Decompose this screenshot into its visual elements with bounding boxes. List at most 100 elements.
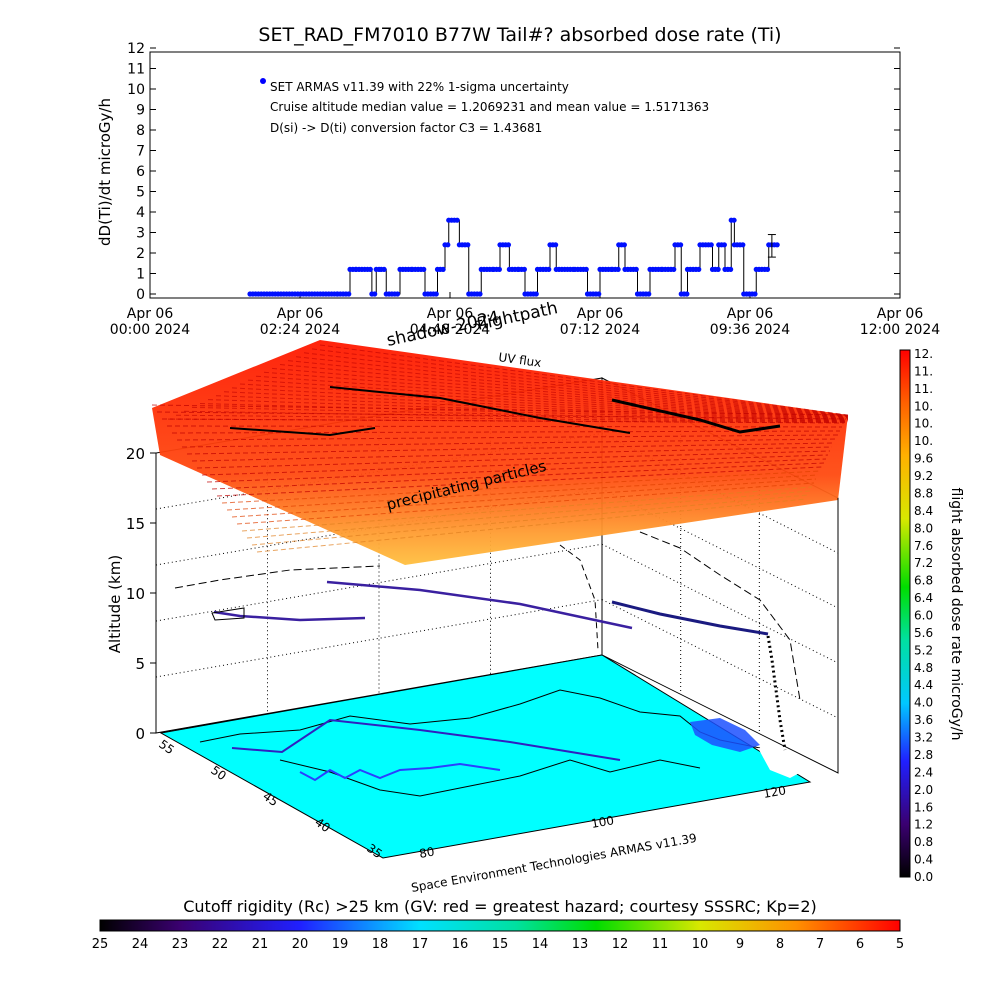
data-point (678, 242, 684, 248)
dose-colorbar-tick: 0.0 (914, 870, 933, 884)
sheet-hatch-line-top (247, 379, 849, 420)
sheet-hatch-line (171, 430, 841, 434)
data-point (731, 217, 737, 223)
x-tick-date: Apr 06 (727, 306, 774, 322)
data-point (381, 266, 387, 272)
x-tick-date: Apr 06 (877, 306, 924, 322)
flight-path-sheet-3 (611, 398, 781, 434)
dose-colorbar-tick: 8.4 (914, 504, 933, 518)
sheet-hatch-line-top (175, 414, 849, 423)
shadow-curve (559, 544, 599, 651)
data-point (721, 242, 727, 248)
lon-tick-label: 80 (418, 845, 435, 861)
sheet-hatch-line-top (263, 371, 849, 419)
ground-track (231, 718, 621, 761)
data-point (445, 242, 451, 248)
dose-colorbar-tick: 8.0 (914, 521, 933, 535)
dose-colorbar-tick: 6.8 (914, 574, 933, 588)
data-point (433, 291, 439, 297)
data-point (367, 266, 373, 272)
rigidity-colorbar-tick: 17 (412, 937, 429, 952)
sheet-hatch-line-top (279, 364, 849, 418)
data-point (496, 266, 502, 272)
z-tick-label: 5 (135, 655, 145, 673)
rigidity-colorbar-tick: 12 (612, 937, 629, 952)
rigidity-colorbar-tick: 16 (452, 937, 469, 952)
dose-colorbar-tick: 6.4 (914, 591, 933, 605)
x-tick-date: Apr 06 (427, 306, 474, 322)
y-tick-label: 7 (136, 144, 145, 160)
sheet-hatch-line (191, 446, 833, 462)
sheet-hatch-line (186, 442, 835, 455)
dose-colorbar-tick: 1.6 (914, 800, 933, 814)
data-point (421, 266, 427, 272)
y-tick-label: 4 (136, 205, 145, 221)
rigidity-colorbar-tick: 7 (816, 937, 824, 952)
sheet-hatch-line (226, 474, 819, 511)
x-tick-time: 00:00 2024 (110, 322, 191, 338)
sheet-hatch-line (211, 462, 825, 490)
rigidity-colorbar-tick: 18 (372, 937, 389, 952)
dose-colorbar-tick: 6.0 (914, 609, 933, 623)
sheet-hatch-line-top (215, 395, 849, 421)
data-point (546, 266, 552, 272)
lon-tick-label: 100 (590, 813, 615, 831)
x-tick-time: 04:48 2024 (410, 322, 491, 338)
rigidity-colorbar-tick: 24 (132, 937, 149, 952)
x-tick-time: 07:12 2024 (560, 322, 641, 338)
rigidity-colorbar-tick: 19 (332, 937, 349, 952)
legend-note-conversion: D(si) -> D(ti) conversion factor C3 = 1.… (270, 121, 542, 135)
legend-note-median: Cruise altitude median value = 1.2069231… (270, 100, 709, 114)
data-point (621, 242, 627, 248)
rigidity-colorbar-tick: 14 (532, 937, 549, 952)
sheet-hatch-line-top (167, 418, 849, 424)
top-chart-title: SET_RAD_FM7010 B77W Tail#? absorbed dose… (258, 24, 781, 46)
dose-colorbar-tick: 11. (914, 364, 933, 378)
sheet-hatch-line (176, 434, 839, 441)
3d-panel: shadow-2024 flightpath UV flux precipita… (106, 298, 849, 895)
dose-colorbar-tick: 4.0 (914, 696, 933, 710)
y-tick-label: 2 (136, 246, 145, 262)
rigidity-colorbar-ticks: 25 24 23 22 21 20 19 18 17 16 15 14 13 12 11 10 9 8 7 6 5 (92, 937, 904, 952)
data-point (596, 291, 602, 297)
dose-colorbar-tick: 0.4 (914, 853, 933, 867)
rigidity-colorbar-tick: 9 (736, 937, 744, 952)
dose-colorbar-tick: 7.6 (914, 539, 933, 553)
y-tick-label: 10 (127, 82, 145, 98)
sheet-hatch-line-top (319, 344, 849, 416)
data-point (372, 291, 378, 297)
sheet-hatch-line-top (303, 352, 849, 417)
sheet-hatch-line (181, 438, 837, 448)
uv-flux-label: UV flux (498, 350, 543, 370)
y-tick-label: 3 (136, 226, 145, 242)
dose-colorbar-tick: 5.2 (914, 643, 933, 657)
sheet-hatch-line (206, 458, 827, 483)
rigidity-colorbar-tick: 23 (172, 937, 189, 952)
z-tick-label: 0 (135, 725, 145, 743)
flight-path-sheet-1 (229, 427, 376, 437)
precipitating-sheet (152, 340, 848, 565)
dose-colorbar-tick: 4.4 (914, 678, 933, 692)
y-tick-label: 5 (136, 185, 145, 201)
flight-path-3d-box (211, 607, 245, 621)
dose-colorbar-tick: 2.4 (914, 765, 933, 779)
data-point (583, 266, 589, 272)
sheet-hatch-line-top (231, 387, 849, 420)
dose-colorbar-tick: 9.2 (914, 469, 933, 483)
flight-path-3d-1 (213, 610, 366, 622)
legend-marker (260, 78, 266, 84)
x-tick-date: Apr 06 (127, 306, 174, 322)
top-plot-frame (149, 51, 901, 299)
data-point (728, 266, 734, 272)
wall-gridline-right (601, 599, 839, 719)
dose-colorbar-tick: 2.8 (914, 748, 933, 762)
sheet-hatch-line (251, 494, 809, 546)
series-line (250, 219, 770, 295)
dose-colorbar-tick: 10. (914, 417, 933, 431)
sheet-hatch-line (196, 450, 831, 469)
sheet-hatch-line-top (207, 399, 849, 422)
dose-colorbar-tick: 4.8 (914, 661, 933, 675)
data-point (505, 242, 512, 248)
